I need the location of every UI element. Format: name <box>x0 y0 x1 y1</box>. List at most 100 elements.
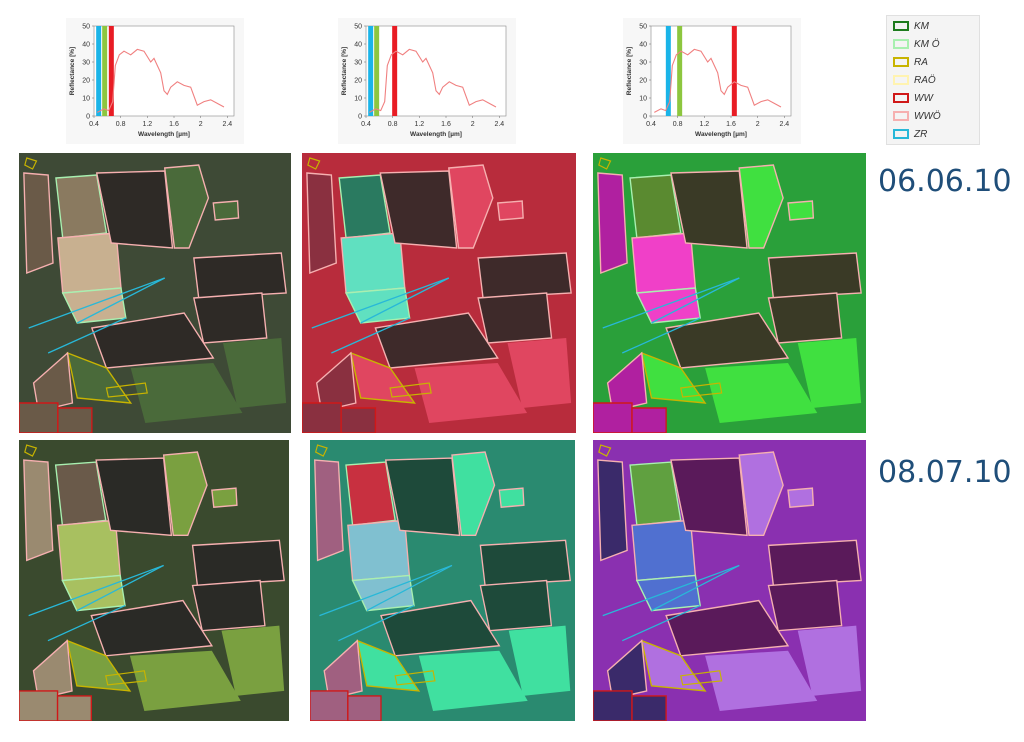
field-area <box>324 640 363 699</box>
field-area <box>23 173 53 273</box>
field-area <box>57 695 92 721</box>
legend-item-ra: RA <box>893 55 928 69</box>
field-area <box>192 580 265 631</box>
field-area <box>448 165 493 248</box>
field-outline <box>631 407 667 433</box>
field-outline <box>602 564 740 617</box>
field-area <box>671 171 748 248</box>
field-area <box>91 600 212 656</box>
field-outline <box>360 277 450 324</box>
field-outline <box>597 172 628 274</box>
field-area <box>641 640 706 691</box>
x-tick-label: 2 <box>471 121 475 128</box>
field-area <box>451 452 495 536</box>
band-marker <box>665 26 671 116</box>
field-area <box>414 363 528 423</box>
satellite-panel-1 <box>19 153 291 433</box>
field-outline <box>66 639 132 692</box>
field-outline <box>319 564 453 617</box>
x-tick-label: 2.4 <box>222 121 232 128</box>
field-area <box>788 201 814 220</box>
field-outline <box>477 292 553 344</box>
y-tick-label: 30 <box>639 60 647 67</box>
field-area <box>497 201 524 220</box>
y-tick-label: 10 <box>639 96 647 103</box>
field-outline <box>331 317 410 354</box>
field-area <box>33 640 73 699</box>
field-area <box>797 625 862 696</box>
y-tick-label: 0 <box>86 114 90 121</box>
field-outline <box>629 174 682 239</box>
field-outline <box>351 574 415 612</box>
x-tick-label: 0.8 <box>116 121 126 128</box>
x-axis-label: Wavelength [µm] <box>138 131 190 138</box>
panel-svg <box>593 153 866 433</box>
y-axis-label: Reflectance [%] <box>69 47 76 95</box>
field-outline <box>451 451 496 537</box>
x-tick-label: 1.6 <box>441 121 451 128</box>
field-outline <box>598 444 612 457</box>
field-area <box>96 171 173 248</box>
field-area <box>346 288 410 323</box>
panel-svg <box>302 153 576 433</box>
field-area <box>632 520 696 581</box>
field-outline <box>338 604 415 642</box>
field-outline <box>498 487 525 508</box>
field-area <box>739 452 784 536</box>
field-area <box>310 690 348 721</box>
field-outline <box>47 317 127 354</box>
x-tick-label: 2.4 <box>494 121 504 128</box>
field-area <box>163 452 208 536</box>
legend-label: KM Ö <box>914 38 940 50</box>
field-outline <box>162 451 208 537</box>
field-outline <box>23 459 54 562</box>
band-marker <box>102 26 108 116</box>
field-outline <box>602 277 740 329</box>
x-tick-label: 1.2 <box>699 121 709 128</box>
field-outline <box>24 444 38 457</box>
field-outline <box>315 351 357 412</box>
y-tick-label: 50 <box>354 24 362 31</box>
field-outline <box>767 539 862 587</box>
field-outline <box>212 200 240 221</box>
y-tick-label: 10 <box>354 96 362 103</box>
field-area <box>478 253 572 298</box>
field-area <box>193 253 287 298</box>
legend-swatch <box>893 57 909 67</box>
field-area <box>385 458 460 536</box>
y-tick-label: 20 <box>354 78 362 85</box>
field-area <box>213 201 239 220</box>
field-area <box>632 695 667 721</box>
field-area <box>607 353 647 411</box>
field-area <box>593 690 632 721</box>
field-area <box>480 580 552 631</box>
field-outline <box>651 277 740 324</box>
field-area <box>768 540 862 586</box>
legend-label: WWÖ <box>914 110 941 122</box>
band-marker <box>392 26 398 116</box>
panel-svg <box>19 440 289 721</box>
y-tick-label: 0 <box>358 114 362 121</box>
field-area <box>593 403 632 433</box>
field-outline <box>593 690 633 721</box>
field-outline <box>28 277 165 329</box>
field-outline <box>163 164 210 249</box>
legend-swatch <box>893 93 909 103</box>
date-label-2: 08.07.10 <box>878 455 1012 490</box>
field-outline <box>680 382 723 398</box>
panel-svg <box>593 440 866 721</box>
field-outline <box>787 200 815 221</box>
spectrum-chart-1-svg: 0 10 20 30 40 50 0.4 0.8 1.2 1.6 2 2.4 Wavelength [µ… <box>66 18 244 144</box>
field-outline <box>621 317 701 354</box>
field-area <box>768 253 862 298</box>
band-marker <box>677 26 683 116</box>
field-outline <box>670 457 748 537</box>
legend-swatch <box>893 39 909 49</box>
field-area <box>341 233 405 293</box>
field-area <box>597 173 628 273</box>
x-axis-label: Wavelength [µm] <box>410 131 462 138</box>
legend-label: RA <box>914 56 928 68</box>
legend-swatch <box>893 111 909 121</box>
field-area <box>705 650 818 711</box>
legend-swatch <box>893 129 909 139</box>
